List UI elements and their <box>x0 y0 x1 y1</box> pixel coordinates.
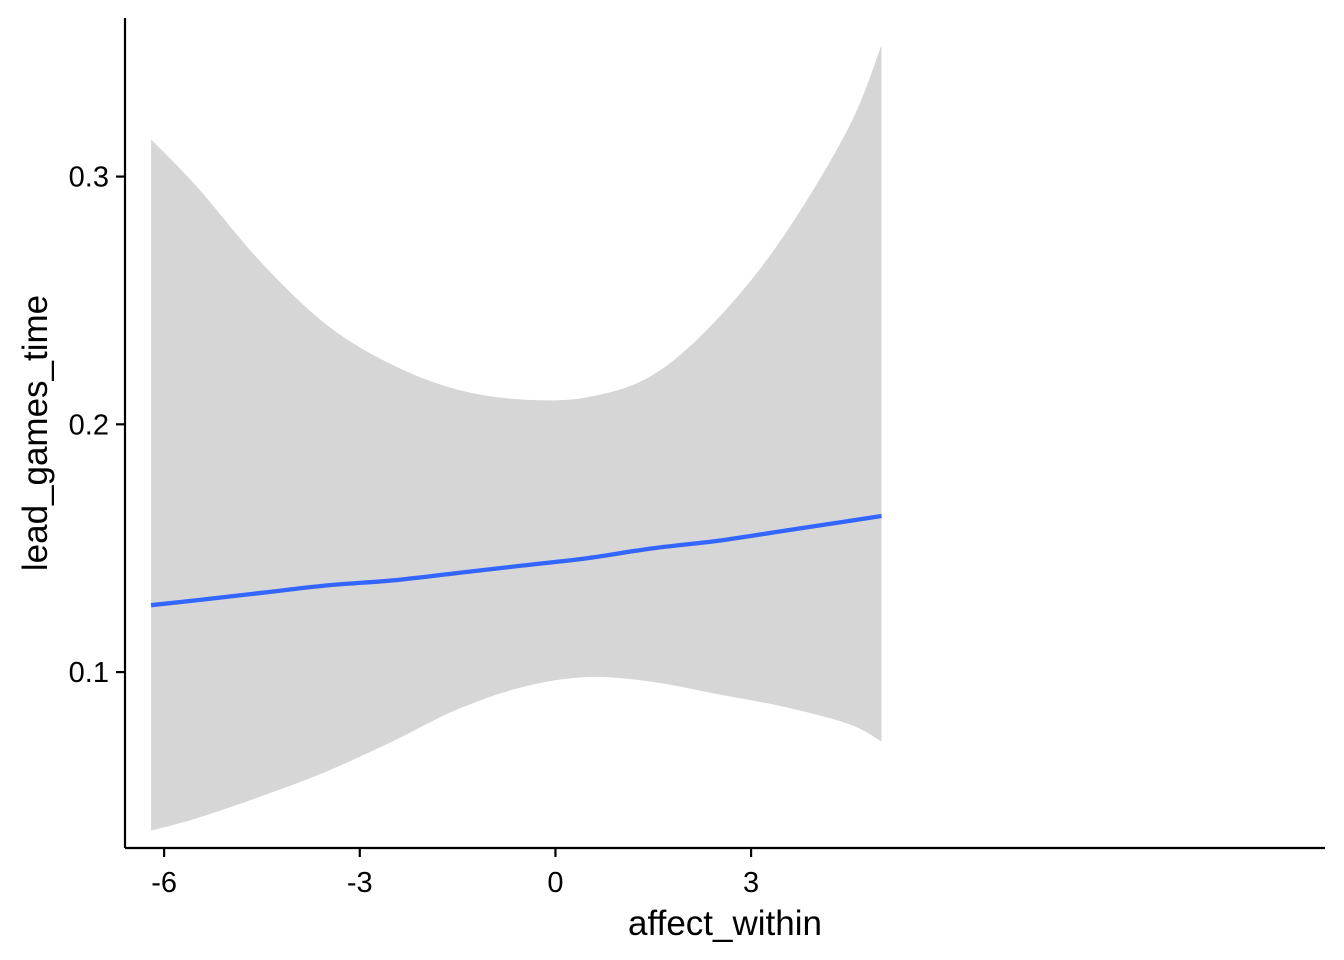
axes: -6 -3 0 3 0.1 0.2 0.3 <box>69 18 1325 899</box>
y-tick-label: 0.1 <box>69 657 109 689</box>
x-tick-label: 0 <box>547 867 563 899</box>
y-tick-label: 0.3 <box>69 162 109 194</box>
confidence-band <box>151 45 882 831</box>
x-tick-label: 3 <box>743 867 759 899</box>
y-axis-title: lead_games_time <box>16 295 55 571</box>
confidence-band-layer <box>151 45 882 831</box>
x-tick-label: -6 <box>151 867 177 899</box>
fit-line <box>150 513 882 608</box>
y-tick-label: 0.2 <box>69 409 109 441</box>
x-tick-label: -3 <box>347 867 373 899</box>
axis-titles: affect_within lead_games_time <box>16 295 822 943</box>
x-axis-title: affect_within <box>628 904 822 943</box>
fit-line-layer <box>150 513 882 608</box>
